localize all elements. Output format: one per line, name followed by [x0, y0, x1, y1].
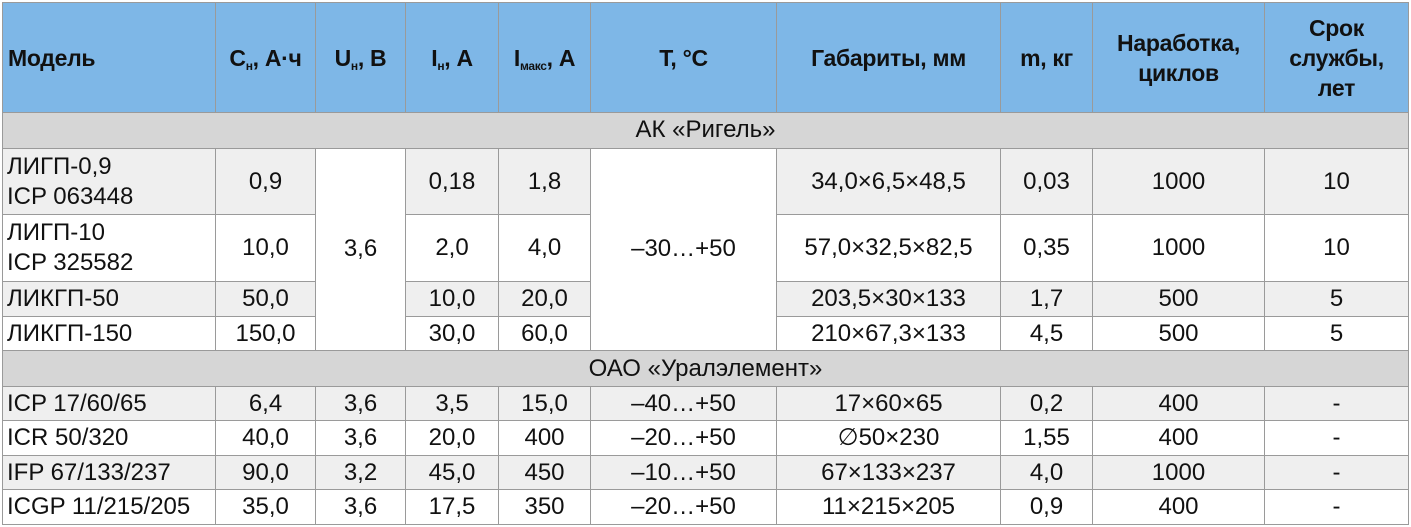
- cell-cycles: 1000: [1092, 147, 1265, 216]
- cell-mass: 4,0: [1000, 454, 1093, 491]
- group-title: АК «Ригель»: [2, 112, 1409, 149]
- cell-cycles: 400: [1092, 420, 1265, 456]
- cell-current: 17,5: [405, 489, 499, 525]
- cell-lifetime: 10: [1264, 214, 1409, 283]
- cell-dimensions: 34,0×6,5×48,5: [776, 147, 1001, 216]
- cell-max-current: 4,0: [498, 214, 591, 283]
- cell-model: ICP 17/60/65: [2, 385, 216, 422]
- header-dimensions: Габариты, мм: [776, 2, 1001, 113]
- cell-dimensions: 67×133×237: [776, 454, 1001, 491]
- cell-voltage: 3,6: [315, 489, 406, 525]
- cell-mass: 0,35: [1000, 214, 1093, 283]
- cell-capacity: 150,0: [215, 315, 316, 352]
- cell-capacity: 10,0: [215, 214, 316, 283]
- cell-current: 20,0: [405, 420, 499, 456]
- cell-capacity: 6,4: [215, 385, 316, 422]
- cell-temperature: –20…+50: [590, 489, 777, 525]
- cell-cycles: 400: [1092, 385, 1265, 422]
- cell-current: 3,5: [405, 385, 499, 422]
- cell-lifetime: 10: [1264, 147, 1409, 216]
- cell-capacity: 35,0: [215, 489, 316, 525]
- cell-lifetime: -: [1264, 385, 1409, 422]
- header-capacity: Cн, А·ч: [215, 2, 316, 113]
- table-row: ЛИКГП-50 50,0 10,0 20,0 203,5×30×133 1,7…: [2, 281, 1409, 317]
- table-row: ICR 50/320 40,0 3,6 20,0 400 –20…+50 ∅50…: [2, 420, 1409, 456]
- cell-temperature: –20…+50: [590, 420, 777, 456]
- cell-mass: 1,7: [1000, 281, 1093, 317]
- cell-model: ICGP 11/215/205: [2, 489, 216, 525]
- header-max-current: Iмакс, А: [498, 2, 591, 113]
- cell-cycles: 500: [1092, 281, 1265, 317]
- cell-max-current: 20,0: [498, 281, 591, 317]
- cell-max-current: 60,0: [498, 315, 591, 352]
- cell-capacity: 40,0: [215, 420, 316, 456]
- header-model: Модель: [2, 2, 216, 113]
- cell-max-current: 15,0: [498, 385, 591, 422]
- cell-lifetime: 5: [1264, 281, 1409, 317]
- cell-mass: 4,5: [1000, 315, 1093, 352]
- cell-dimensions: 57,0×32,5×82,5: [776, 214, 1001, 283]
- cell-current: 10,0: [405, 281, 499, 317]
- cell-max-current: 1,8: [498, 147, 591, 216]
- table-row: ЛИГП-0,9 ICP 063448 0,9 3,6 0,18 1,8 –30……: [2, 147, 1409, 352]
- cell-voltage: 3,2: [315, 454, 406, 491]
- cell-mass: 1,55: [1000, 420, 1093, 456]
- cell-dimensions: 203,5×30×133: [776, 281, 1001, 317]
- group-row-rigel: АК «Ригель»: [2, 112, 1409, 149]
- cell-dimensions: 11×215×205: [776, 489, 1001, 525]
- table-row: IFP 67/133/237 90,0 3,2 45,0 450 –10…+50…: [2, 454, 1409, 491]
- cell-mass: 0,03: [1000, 147, 1093, 216]
- cell-current: 45,0: [405, 454, 499, 491]
- cell-cycles: 1000: [1092, 214, 1265, 283]
- cell-dimensions: ∅50×230: [776, 420, 1001, 456]
- cell-max-current: 400: [498, 420, 591, 456]
- header-mass: m, кг: [1000, 2, 1093, 113]
- cell-max-current: 450: [498, 454, 591, 491]
- cell-voltage: 3,6: [315, 385, 406, 422]
- cell-lifetime: -: [1264, 420, 1409, 456]
- table-row: ЛИКГП-150 150,0 30,0 60,0 210×67,3×133 4…: [2, 315, 1409, 352]
- cell-lifetime: -: [1264, 489, 1409, 525]
- cell-max-current: 350: [498, 489, 591, 525]
- header-cycles: Наработка, циклов: [1092, 2, 1265, 113]
- cell-temperature: –40…+50: [590, 385, 777, 422]
- cell-mass: 0,2: [1000, 385, 1093, 422]
- header-row: Модель Cн, А·ч Uн, В Iн, А Iмакс, А T, °…: [2, 2, 1409, 113]
- cell-current: 30,0: [405, 315, 499, 352]
- cell-cycles: 400: [1092, 489, 1265, 525]
- cell-lifetime: -: [1264, 454, 1409, 491]
- cell-model: ЛИГП-0,9 ICP 063448: [2, 147, 216, 216]
- cell-model: ЛИКГП-50: [2, 281, 216, 317]
- cell-dimensions: 17×60×65: [776, 385, 1001, 422]
- header-temperature: T, °C: [590, 2, 777, 113]
- header-current: Iн, А: [405, 2, 499, 113]
- cell-capacity: 0,9: [215, 147, 316, 216]
- group-title: ОАО «Уралэлемент»: [2, 350, 1409, 387]
- cell-current: 0,18: [405, 147, 499, 216]
- cell-voltage-shared: 3,6: [315, 147, 406, 352]
- header-lifetime: Срок службы, лет: [1264, 2, 1409, 113]
- cell-temperature: –10…+50: [590, 454, 777, 491]
- cell-model: ЛИКГП-150: [2, 315, 216, 352]
- cell-model: ICR 50/320: [2, 420, 216, 456]
- cell-cycles: 500: [1092, 315, 1265, 352]
- table-row: ICGP 11/215/205 35,0 3,6 17,5 350 –20…+5…: [2, 489, 1409, 525]
- cell-temperature-shared: –30…+50: [590, 147, 777, 352]
- cell-capacity: 50,0: [215, 281, 316, 317]
- cell-model: IFP 67/133/237: [2, 454, 216, 491]
- group-row-uralelement: ОАО «Уралэлемент»: [2, 350, 1409, 387]
- cell-cycles: 1000: [1092, 454, 1265, 491]
- cell-lifetime: 5: [1264, 315, 1409, 352]
- table-row: ICP 17/60/65 6,4 3,6 3,5 15,0 –40…+50 17…: [2, 385, 1409, 422]
- cell-capacity: 90,0: [215, 454, 316, 491]
- cell-voltage: 3,6: [315, 420, 406, 456]
- cell-current: 2,0: [405, 214, 499, 283]
- cell-mass: 0,9: [1000, 489, 1093, 525]
- cell-model: ЛИГП-10 ICP 325582: [2, 214, 216, 283]
- cell-dimensions: 210×67,3×133: [776, 315, 1001, 352]
- header-voltage: Uн, В: [315, 2, 406, 113]
- table-row: ЛИГП-10 ICP 325582 10,0 2,0 4,0 57,0×32,5…: [2, 214, 1409, 283]
